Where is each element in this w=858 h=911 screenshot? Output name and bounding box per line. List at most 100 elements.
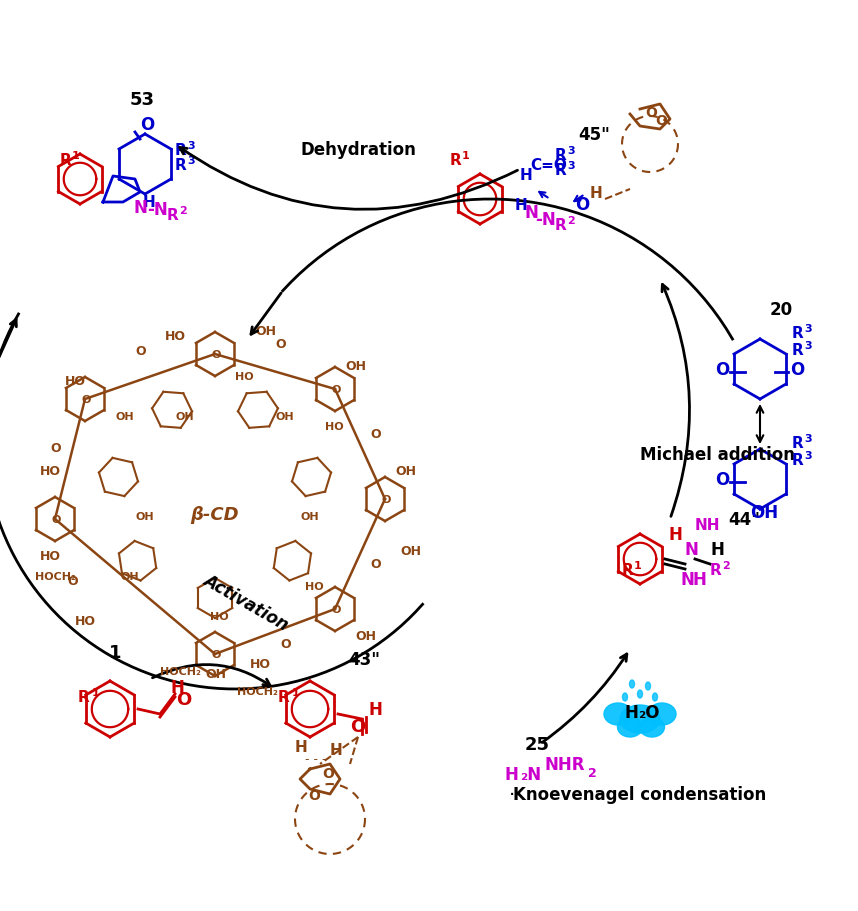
Text: H: H — [515, 198, 528, 213]
Text: 2: 2 — [722, 560, 730, 570]
Text: O: O — [81, 394, 90, 404]
Text: OH: OH — [115, 412, 134, 422]
Text: 2: 2 — [567, 216, 575, 226]
Text: HO: HO — [325, 422, 343, 432]
Text: R: R — [555, 218, 567, 232]
Text: R: R — [175, 158, 187, 173]
Text: 2: 2 — [588, 766, 597, 779]
Text: HO: HO — [210, 611, 228, 621]
Ellipse shape — [630, 681, 635, 688]
Text: 2: 2 — [179, 206, 187, 216]
Text: OH: OH — [300, 511, 318, 521]
Text: OH: OH — [275, 412, 293, 422]
Text: NHR: NHR — [545, 755, 585, 773]
Text: O: O — [67, 574, 77, 588]
Text: N: N — [680, 570, 694, 589]
Text: O: O — [211, 350, 221, 360]
Text: R: R — [792, 453, 804, 467]
Ellipse shape — [604, 703, 632, 725]
Text: Dehydration: Dehydration — [300, 141, 416, 159]
Text: O: O — [370, 558, 381, 570]
Text: 3: 3 — [804, 341, 812, 351]
Text: O: O — [211, 650, 221, 660]
Text: ₂O: ₂O — [638, 703, 660, 722]
Text: N: N — [525, 204, 539, 221]
Text: H: H — [295, 739, 308, 754]
Ellipse shape — [620, 705, 660, 733]
Text: 1: 1 — [109, 643, 121, 661]
Text: 3: 3 — [804, 323, 812, 333]
Text: O: O — [350, 717, 366, 735]
Text: HOCH₂: HOCH₂ — [35, 571, 76, 581]
Text: HOCH₂: HOCH₂ — [237, 686, 278, 696]
Text: R: R — [710, 562, 722, 578]
Text: OH: OH — [750, 504, 778, 521]
Text: O: O — [331, 384, 341, 394]
Text: HO: HO — [165, 330, 186, 343]
Text: O: O — [645, 106, 657, 120]
Text: -N: -N — [535, 210, 556, 229]
Text: O: O — [331, 604, 341, 614]
Text: 44": 44" — [728, 510, 760, 528]
Text: 53: 53 — [130, 91, 155, 109]
Text: H: H — [625, 703, 639, 722]
Text: 3: 3 — [804, 451, 812, 460]
Text: O: O — [575, 196, 589, 214]
Text: 3: 3 — [567, 161, 575, 171]
Text: R: R — [78, 690, 90, 704]
Text: H: H — [590, 186, 603, 200]
Text: HOCH₂: HOCH₂ — [160, 666, 201, 676]
Text: 3: 3 — [187, 141, 195, 151]
Text: R: R — [450, 153, 462, 168]
Ellipse shape — [652, 693, 657, 701]
Text: C=O: C=O — [530, 158, 567, 173]
Text: H: H — [143, 195, 156, 210]
Text: OH: OH — [345, 360, 366, 373]
Text: ..: .. — [509, 779, 522, 798]
Text: Knoevenagel condensation: Knoevenagel condensation — [513, 785, 767, 804]
Ellipse shape — [645, 682, 650, 691]
Text: 1: 1 — [634, 560, 642, 570]
Text: OH: OH — [355, 630, 376, 642]
Text: R: R — [622, 562, 634, 578]
Text: O: O — [308, 788, 320, 802]
Text: HO: HO — [65, 374, 86, 387]
Text: R: R — [278, 690, 290, 704]
Text: -N: -N — [147, 200, 168, 219]
Text: O: O — [715, 470, 729, 488]
Text: OH: OH — [255, 324, 276, 338]
Text: R: R — [555, 163, 567, 178]
Text: 1: 1 — [462, 151, 469, 161]
Text: O: O — [381, 495, 390, 505]
Text: R: R — [175, 143, 187, 158]
Text: HO: HO — [40, 465, 61, 477]
Text: R: R — [792, 325, 804, 341]
Text: HO: HO — [250, 657, 271, 670]
Text: 45": 45" — [578, 126, 610, 144]
Text: R: R — [167, 208, 178, 223]
Text: O: O — [50, 442, 61, 455]
Text: 43": 43" — [348, 650, 380, 669]
Text: OH: OH — [175, 412, 194, 422]
Ellipse shape — [637, 691, 643, 698]
Text: HO: HO — [305, 581, 323, 591]
Text: H: H — [668, 526, 682, 543]
Ellipse shape — [618, 717, 643, 737]
Text: O: O — [370, 427, 381, 441]
Text: 20: 20 — [770, 301, 793, 319]
Text: H: H — [505, 765, 519, 783]
Text: ₂N: ₂N — [520, 765, 541, 783]
Text: 1: 1 — [72, 151, 80, 161]
Text: R: R — [792, 435, 804, 451]
Text: O: O — [275, 338, 286, 351]
Text: R: R — [60, 153, 72, 168]
Text: N: N — [685, 540, 699, 558]
Text: H: H — [368, 701, 382, 718]
Text: H: H — [170, 679, 184, 696]
Text: H: H — [692, 570, 706, 589]
Text: - - -: - - - — [305, 752, 327, 765]
Text: O: O — [140, 116, 154, 134]
Text: O: O — [176, 691, 191, 708]
Text: NH: NH — [695, 517, 721, 532]
Text: O: O — [322, 766, 334, 780]
